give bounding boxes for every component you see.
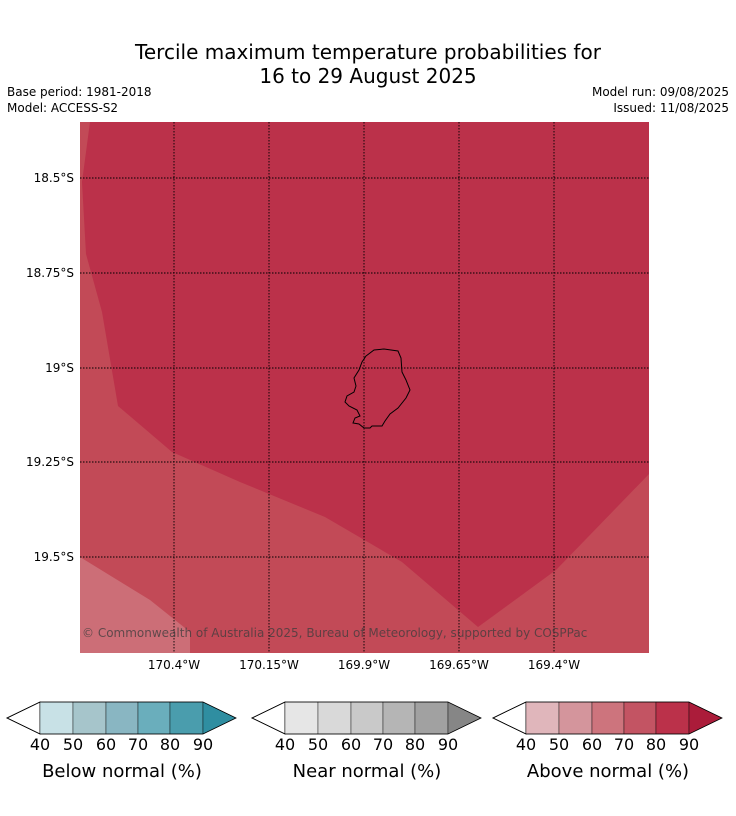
colorbar-tick: 50 bbox=[62, 735, 84, 754]
colorbar-tick: 80 bbox=[159, 735, 181, 754]
region-above-60-70 bbox=[80, 557, 190, 653]
region-above-70-80 bbox=[80, 122, 649, 653]
lon-label: 170.15°W bbox=[239, 658, 299, 672]
lon-label: 169.65°W bbox=[429, 658, 489, 672]
colorbar-near-under bbox=[251, 701, 286, 735]
lon-label: 169.4°W bbox=[527, 658, 581, 672]
colorbar-tick: 60 bbox=[581, 735, 603, 754]
base-period-text: Base period: 1981-2018 bbox=[7, 85, 152, 99]
colorbar-tick: 90 bbox=[437, 735, 459, 754]
colorbar-below-swatch-70-80 bbox=[137, 701, 171, 735]
lon-label: 170.4°W bbox=[147, 658, 201, 672]
colorbar-tick: 80 bbox=[645, 735, 667, 754]
model-run-text: Model run: 09/08/2025 bbox=[591, 85, 729, 99]
colorbar-above-swatch-40-50 bbox=[525, 701, 560, 735]
colorbar-tick: 80 bbox=[404, 735, 426, 754]
colorbar-below-outline bbox=[6, 701, 237, 735]
lat-label: 18.5°S bbox=[33, 171, 74, 185]
legend-title-below: Below normal (%) bbox=[42, 761, 202, 782]
colorbar-tick: 60 bbox=[340, 735, 362, 754]
colorbar-above-over bbox=[688, 701, 723, 735]
colorbar-above-outline bbox=[492, 701, 723, 735]
colorbar-near-over bbox=[447, 701, 482, 735]
colorbar-tick: 90 bbox=[192, 735, 214, 754]
colorbar-below-over bbox=[202, 701, 237, 735]
copyright-notice: © Commonwealth of Australia 2025, Bureau… bbox=[82, 626, 588, 640]
colorbar-tick: 50 bbox=[307, 735, 329, 754]
colorbar-tick: 40 bbox=[515, 735, 537, 754]
colorbar-near-normal bbox=[251, 701, 482, 735]
colorbar-below-swatch-40-50 bbox=[39, 701, 74, 735]
map-title-line-1: Tercile maximum temperature probabilitie… bbox=[135, 40, 601, 64]
colorbar-below-under bbox=[6, 701, 41, 735]
region-above-80-90 bbox=[82, 122, 649, 627]
colorbar-tick: 40 bbox=[29, 735, 51, 754]
colorbar-above-swatch-50-60 bbox=[558, 701, 593, 735]
colorbar-above-swatch-70-80 bbox=[623, 701, 657, 735]
colorbar-tick: 70 bbox=[127, 735, 149, 754]
colorbar-below-normal bbox=[6, 701, 237, 735]
colorbar-near-swatch-70-80 bbox=[382, 701, 416, 735]
colorbar-tick: 70 bbox=[372, 735, 394, 754]
meta-right: Model run: 09/08/2025 Issued: 11/08/2025 bbox=[592, 84, 729, 116]
model-text: Model: ACCESS-S2 bbox=[7, 101, 119, 115]
colorbar-tick: 60 bbox=[95, 735, 117, 754]
map-title-line-2: 16 to 29 August 2025 bbox=[259, 64, 477, 88]
issued-text: Issued: 11/08/2025 bbox=[613, 101, 729, 115]
colorbar-below-swatch-80-90 bbox=[169, 701, 204, 735]
colorbar-tick: 70 bbox=[613, 735, 635, 754]
colorbar-above-swatch-80-90 bbox=[655, 701, 690, 735]
colorbar-near-outline bbox=[251, 701, 482, 735]
meta-left: Base period: 1981-2018 Model: ACCESS-S2 bbox=[7, 84, 152, 116]
legend-title-near: Near normal (%) bbox=[292, 761, 442, 782]
colorbar-tick: 40 bbox=[274, 735, 296, 754]
colorbar-above-under bbox=[492, 701, 527, 735]
island-coastline bbox=[344, 348, 411, 429]
lat-label: 19.5°S bbox=[33, 550, 74, 564]
colorbar-near-swatch-40-50 bbox=[284, 701, 319, 735]
probability-map bbox=[80, 122, 649, 653]
colorbar-near-swatch-60-70 bbox=[350, 701, 384, 735]
lat-label: 19°S bbox=[45, 361, 74, 375]
legend-title-above: Above normal (%) bbox=[526, 761, 690, 782]
colorbar-near-swatch-50-60 bbox=[317, 701, 352, 735]
colorbar-above-swatch-60-70 bbox=[591, 701, 625, 735]
colorbar-below-swatch-50-60 bbox=[72, 701, 107, 735]
colorbar-tick: 90 bbox=[678, 735, 700, 754]
lat-label: 18.75°S bbox=[26, 266, 74, 280]
lon-label: 169.9°W bbox=[337, 658, 391, 672]
colorbar-near-swatch-80-90 bbox=[414, 701, 449, 735]
colorbar-below-swatch-60-70 bbox=[105, 701, 139, 735]
gridlines bbox=[80, 122, 649, 653]
colorbar-above-normal bbox=[492, 701, 723, 735]
lat-label: 19.25°S bbox=[26, 455, 74, 469]
colorbar-tick: 50 bbox=[548, 735, 570, 754]
